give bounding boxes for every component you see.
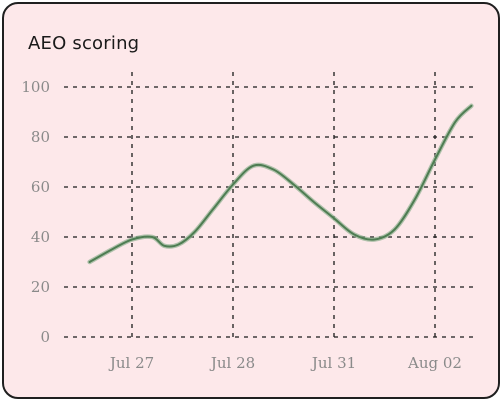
y-tick-label: 80 bbox=[31, 128, 50, 146]
y-tick-label: 100 bbox=[21, 78, 50, 96]
x-tick-label: Jul 28 bbox=[209, 354, 255, 372]
series bbox=[87, 103, 474, 265]
grid bbox=[64, 72, 475, 340]
series-line bbox=[88, 104, 473, 263]
y-tick-label: 20 bbox=[31, 278, 50, 296]
y-tick-label: 40 bbox=[31, 228, 50, 246]
x-tick-label: Aug 02 bbox=[407, 354, 462, 372]
series-line-halo bbox=[87, 103, 474, 265]
y-axis: 0 20 40 60 80 100 bbox=[21, 78, 50, 346]
chart-card: AEO scoring bbox=[2, 2, 500, 399]
x-tick-label: Jul 31 bbox=[310, 354, 356, 372]
y-tick-label: 0 bbox=[40, 328, 50, 346]
y-tick-label: 60 bbox=[31, 178, 50, 196]
chart-title: AEO scoring bbox=[28, 33, 140, 54]
x-tick-label: Jul 27 bbox=[108, 354, 154, 372]
x-axis: Jul 27 Jul 28 Jul 31 Aug 02 bbox=[108, 354, 462, 372]
